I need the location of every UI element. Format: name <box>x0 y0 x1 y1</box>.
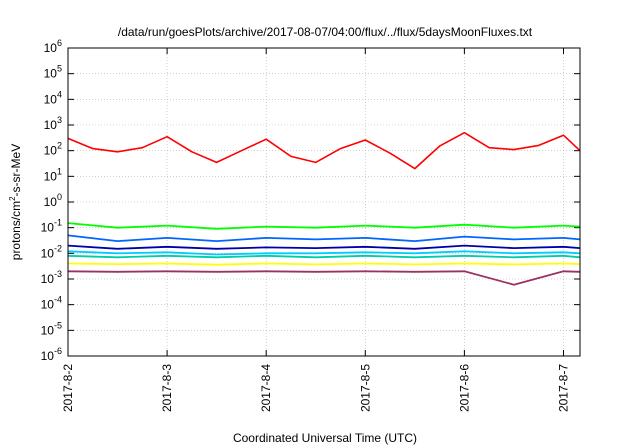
x-axis-label: Coordinated Universal Time (UTC) <box>233 431 417 445</box>
y-tick-label-exp: -2 <box>54 243 62 253</box>
y-tick-label: 102 <box>44 141 62 158</box>
y-tick-label-exp: 6 <box>57 38 62 48</box>
y-tick-label-base: 10 <box>44 118 58 132</box>
y-tick-label-exp: 3 <box>57 115 62 125</box>
x-tick-label: 2017-8-7 <box>556 364 570 412</box>
y-tick-label-exp: 4 <box>57 89 62 99</box>
y-tick-label-exp: -5 <box>54 320 62 330</box>
y-tick-label-base: 10 <box>44 41 58 55</box>
y-tick-label: 10-4 <box>41 295 62 312</box>
y-tick-label: 10-3 <box>41 269 62 286</box>
y-tick-label: 105 <box>44 64 62 81</box>
series-line-6 <box>67 254 581 259</box>
y-tick-label-exp: -3 <box>54 269 62 279</box>
y-tick-label-base: 10 <box>41 349 55 363</box>
series-line-5 <box>67 244 581 250</box>
y-tick-label: 101 <box>44 166 62 183</box>
series-line-8 <box>67 270 581 286</box>
x-tick-label: 2017-8-6 <box>457 364 471 412</box>
y-tick-label-exp: 2 <box>57 141 62 151</box>
y-tick-label-base: 10 <box>44 169 58 183</box>
y-tick-label-base: 10 <box>44 195 58 209</box>
series-line-4 <box>67 234 581 243</box>
y-tick-label-base: 10 <box>41 221 55 235</box>
y-tick-labels: 10-610-510-410-310-210-11001011021031041… <box>41 38 62 363</box>
series-line-3 <box>67 250 581 256</box>
y-tick-label: 103 <box>44 115 62 132</box>
y-tick-label: 10-1 <box>41 218 62 235</box>
x-tick-label: 2017-8-2 <box>61 364 75 412</box>
x-tick-label: 2017-8-4 <box>259 364 273 412</box>
y-tick-label-exp: 5 <box>57 64 62 74</box>
series-line-2 <box>67 222 581 230</box>
y-tick-label: 106 <box>44 38 62 55</box>
y-tick-label-exp: 0 <box>57 192 62 202</box>
y-tick-label: 104 <box>44 89 62 106</box>
chart-title: /data/run/goesPlots/archive/2017-08-07/0… <box>118 25 533 39</box>
x-tick-label: 2017-8-5 <box>358 364 372 412</box>
y-tick-label-base: 10 <box>44 144 58 158</box>
y-tick-label-base: 10 <box>44 92 58 106</box>
y-axis-label: protons/cm2-s-sr-MeV <box>8 144 23 260</box>
y-axis-label-sup: 2 <box>8 196 17 201</box>
y-tick-label: 100 <box>44 192 62 209</box>
y-tick-label: 10-2 <box>41 243 62 260</box>
y-tick-label-base: 10 <box>44 67 58 81</box>
x-tick-label: 2017-8-3 <box>160 364 174 412</box>
y-tick-label: 10-6 <box>41 346 62 363</box>
y-tick-label-base: 10 <box>41 323 55 337</box>
y-tick-label-base: 10 <box>41 298 55 312</box>
y-axis-label-tail: -s-sr-MeV <box>9 144 23 197</box>
series-line-7 <box>67 262 581 266</box>
y-tick-label-exp: -6 <box>54 346 62 356</box>
y-axis-label-main: protons/cm <box>9 201 23 260</box>
series-layer <box>67 131 581 286</box>
y-tick-label-exp: -4 <box>54 295 62 305</box>
y-tick-label-exp: -1 <box>54 218 62 228</box>
y-tick-label-exp: 1 <box>57 166 62 176</box>
y-tick-label: 10-5 <box>41 320 62 337</box>
y-tick-label-base: 10 <box>41 272 55 286</box>
series-line-1 <box>67 131 581 170</box>
y-tick-label-base: 10 <box>41 246 55 260</box>
plot-frame <box>67 47 581 357</box>
x-tick-labels: 2017-8-2 2017-8-3 2017-8-4 2017-8-5 2017-8-6… <box>61 364 570 412</box>
